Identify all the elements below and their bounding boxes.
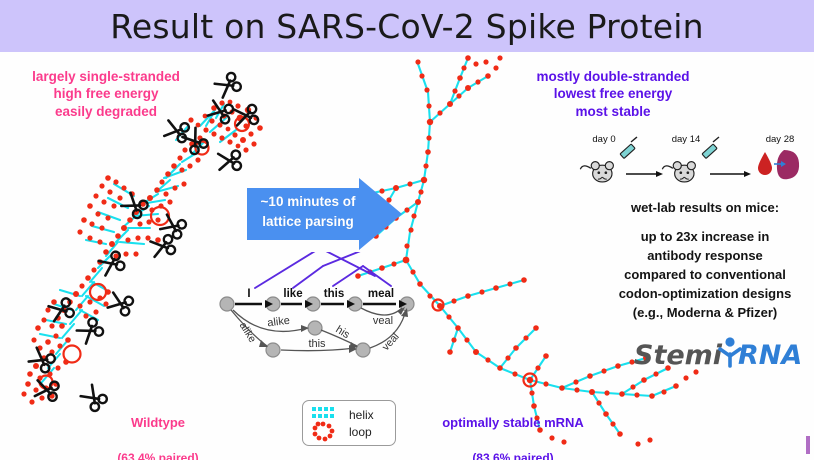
title-band: [0, 0, 814, 52]
scissors-icon: [216, 148, 243, 173]
scissors-icon: [148, 232, 178, 260]
blood-drop-icon: [758, 152, 772, 175]
loop-swatch-icon: [312, 421, 335, 442]
scissors-icon: [205, 97, 236, 126]
svg-text:alike: alike: [267, 315, 291, 330]
annotation-left: largely single-stranded high free energy…: [32, 69, 180, 119]
helix-swatch-icon: [312, 407, 334, 418]
word-lattice-diagram: I like this meal alike alike this his ve…: [215, 252, 430, 372]
scissors-icon: [232, 102, 261, 129]
scissors-icon: [33, 377, 61, 403]
wildtype-paired: (63.4% paired): [117, 450, 199, 460]
optimal-name: optimally stable mRNA: [442, 414, 584, 430]
scissors-icon: [212, 70, 244, 101]
optimal-mrna-label: optimally stable mRNA (83.6% paired): [418, 396, 608, 460]
svg-text:veal: veal: [380, 331, 402, 353]
scissors-icon: [46, 295, 77, 325]
scissors-icon: [96, 248, 128, 279]
svg-text:like: like: [283, 288, 302, 300]
mice-timeline: day 0 day 14 day 28: [578, 132, 810, 194]
scissors-icon: [26, 344, 58, 376]
wetlab-body: up to 23x increase in antibody response …: [618, 229, 792, 320]
legend-label-helix: helix: [349, 408, 374, 422]
rna-structure-wildtype: [10, 96, 270, 406]
timeline-step-day28: day 28: [758, 134, 800, 180]
logo-text-rna: RNA: [738, 340, 802, 371]
svg-text:this: this: [308, 338, 326, 350]
svg-text:veal: veal: [373, 315, 393, 327]
scissors-icon: [158, 211, 189, 242]
logo-person-icon: [718, 337, 742, 368]
timeline-step-day0: day 0: [579, 134, 638, 183]
wildtype-name: Wildtype: [130, 414, 186, 430]
wetlab-heading: wet-lab results on mice:: [630, 200, 780, 215]
spleen-icon: [776, 150, 800, 180]
legend-box: helix loop: [302, 400, 396, 446]
lattice-parsing-arrow: ~10 minutes of lattice parsing: [247, 178, 402, 250]
logo-text-stemi: Stemi: [634, 340, 723, 371]
svg-text:this: this: [324, 288, 344, 300]
scissors-icon: [105, 289, 136, 318]
legend-label-loop: loop: [349, 425, 372, 439]
svg-text:alike: alike: [237, 320, 259, 345]
svg-text:his: his: [333, 324, 352, 342]
timeline-step-day14: day 14: [661, 134, 720, 183]
annotation-right: mostly double-stranded lowest free energ…: [536, 69, 690, 119]
stemirna-logo: Stemi RNA: [634, 336, 804, 374]
wildtype-label: Wildtype (63.4% paired): [78, 396, 238, 460]
day28-label: day 28: [766, 134, 795, 145]
svg-text:meal: meal: [368, 288, 394, 300]
corner-marker: [806, 436, 810, 454]
day0-label: day 0: [592, 134, 615, 145]
svg-text:I: I: [247, 288, 250, 300]
arrow-label: ~10 minutes of lattice parsing: [260, 194, 356, 229]
scissors-icon: [74, 315, 107, 347]
optimal-paired: (83.6% paired): [472, 450, 554, 460]
page-title: Result on SARS-CoV-2 Spike Protein: [110, 6, 704, 46]
day14-label: day 14: [672, 134, 701, 145]
scissors-icon: [119, 190, 151, 222]
